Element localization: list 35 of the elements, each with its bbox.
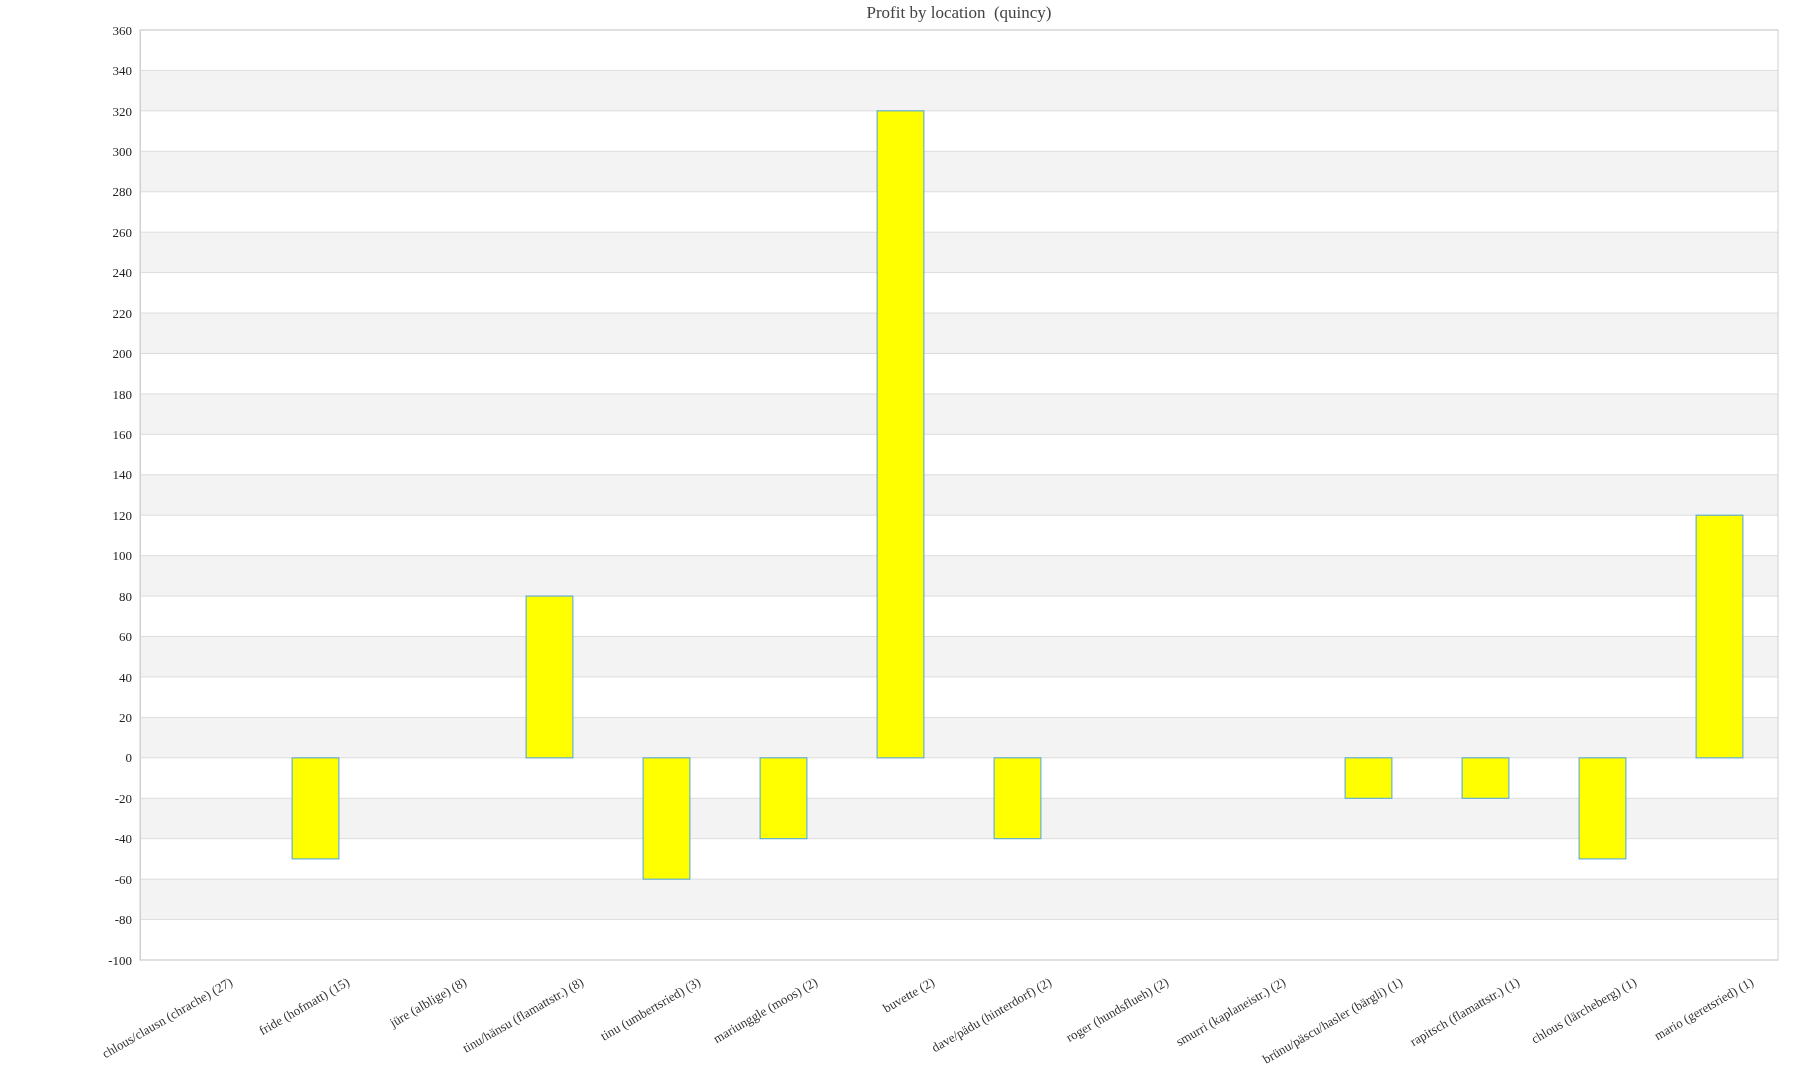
y-tick-label: 240 xyxy=(112,265,132,281)
bar xyxy=(1695,514,1744,759)
bar xyxy=(759,757,808,840)
y-tick-label: 220 xyxy=(112,305,132,321)
y-tick-label: 0 xyxy=(125,750,132,766)
y-tick-label: 260 xyxy=(112,224,132,240)
bar xyxy=(993,757,1042,840)
bar xyxy=(642,757,691,880)
y-tick-label: 160 xyxy=(112,427,132,443)
y-tick-label: 320 xyxy=(112,103,132,119)
bar xyxy=(1578,757,1627,860)
y-tick-label: 100 xyxy=(112,548,132,564)
y-tick-label: 60 xyxy=(119,629,132,645)
y-tick-label: 20 xyxy=(119,710,132,726)
y-tick-label: -60 xyxy=(114,871,132,887)
bar xyxy=(525,595,574,759)
bar xyxy=(1461,757,1510,799)
y-tick-label: -100 xyxy=(108,952,132,968)
y-tick-label: 300 xyxy=(112,143,132,159)
y-tick-label: 200 xyxy=(112,346,132,362)
y-tick-label: 80 xyxy=(119,588,132,604)
bar xyxy=(291,757,340,860)
y-tick-label: 340 xyxy=(112,63,132,79)
y-tick-label: -80 xyxy=(114,912,132,928)
y-tick-label: 280 xyxy=(112,184,132,200)
bar xyxy=(876,110,925,759)
y-tick-label: 120 xyxy=(112,507,132,523)
y-tick-label: 140 xyxy=(112,467,132,483)
bar xyxy=(1344,757,1393,799)
y-tick-label: 360 xyxy=(112,22,132,38)
chart-title: Profit by location (quincy) xyxy=(866,3,1052,22)
y-tick-label: -20 xyxy=(114,790,132,806)
y-tick-label: 180 xyxy=(112,386,132,402)
y-tick-label: 40 xyxy=(119,669,132,685)
y-tick-label: -40 xyxy=(114,831,132,847)
